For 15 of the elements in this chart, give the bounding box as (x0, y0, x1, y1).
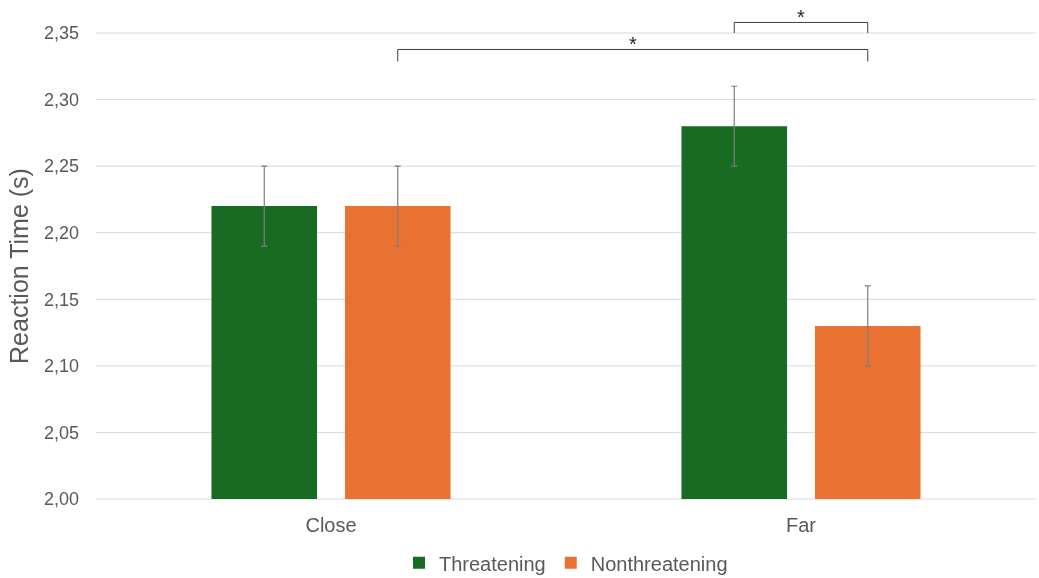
text: * (797, 6, 805, 28)
y-tick-label: 2,05 (43, 422, 79, 443)
y-tick-label: 2,10 (43, 356, 79, 377)
x-tick-label: Close (305, 514, 357, 536)
legend-label: Threatening (439, 552, 546, 575)
y-tick-label: 2,35 (43, 23, 79, 44)
y-tick-label: 2,15 (43, 289, 79, 310)
y-tick-label: 2,00 (43, 489, 79, 510)
y-axis-title: Reaction Time (s) (4, 168, 33, 364)
y-tick-label: 2,25 (43, 156, 79, 177)
y-tick-label: 2,20 (43, 223, 79, 244)
x-tick-label: Far (786, 514, 817, 536)
legend-label: Nonthreatening (590, 552, 728, 575)
annotation: * (629, 33, 637, 55)
y-tick-label: 2,30 (43, 89, 79, 110)
